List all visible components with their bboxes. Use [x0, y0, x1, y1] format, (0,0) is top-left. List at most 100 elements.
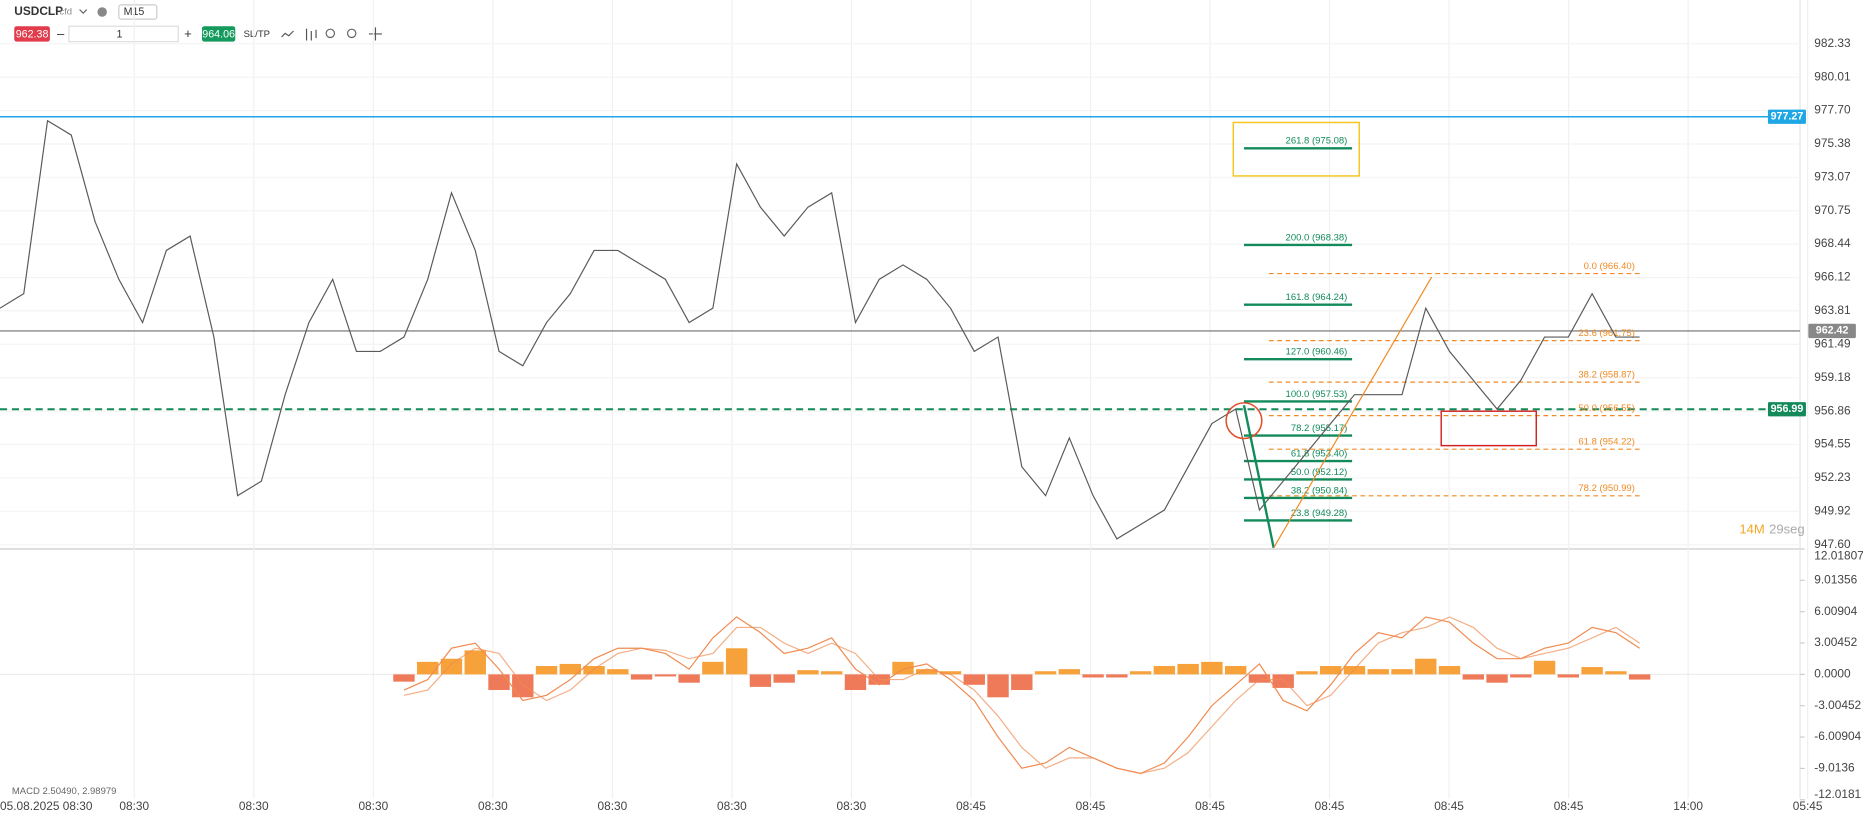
macd-bar	[987, 674, 1009, 698]
sltp-button[interactable]: SL/TP	[244, 29, 270, 40]
fib-label: 161.8 (964.24)	[1286, 292, 1348, 303]
x-tick-label: 08:45	[1315, 799, 1345, 813]
macd-bar	[1177, 663, 1199, 675]
macd-bar	[464, 650, 486, 675]
macd-bar	[1224, 666, 1247, 675]
plus[interactable]: +	[184, 26, 192, 41]
fib-label: 261.8 (975.08)	[1286, 136, 1348, 147]
macd-bar	[702, 661, 724, 675]
macd-bar	[512, 674, 534, 698]
macd-bar	[1011, 674, 1033, 691]
macd-bar	[1486, 674, 1508, 683]
price-tag	[1767, 402, 1806, 417]
x-tick-label: 08:30	[239, 799, 269, 813]
trend-line[interactable]	[1273, 276, 1433, 549]
y-tick-label: -9.0136	[1814, 761, 1855, 775]
macd-bar	[1082, 674, 1104, 678]
macd-bar	[797, 670, 819, 675]
macd-bar	[1106, 674, 1128, 678]
candle-icon[interactable]	[305, 28, 317, 41]
price-tag-label: 977.27	[1771, 111, 1804, 123]
macd-bar	[1343, 666, 1366, 675]
macd-bar	[939, 671, 962, 675]
dropdown-icon[interactable]	[79, 9, 88, 15]
price-tag	[1767, 109, 1806, 124]
buy-price[interactable]: 964.06	[202, 28, 235, 40]
buy-button[interactable]	[201, 26, 236, 42]
y-tick-label: 949.92	[1814, 503, 1850, 517]
macd-bar	[678, 674, 700, 683]
fib-label: 23.8 (949.28)	[1291, 508, 1348, 519]
y-tick-label: 9.01356	[1814, 572, 1857, 586]
timeframe-box[interactable]	[118, 4, 158, 20]
macd-bar	[963, 674, 985, 685]
y-tick-label: 963.81	[1814, 303, 1851, 317]
y-tick-label: -6.00904	[1814, 729, 1861, 743]
macd-bar	[1129, 671, 1152, 675]
x-tick-label: 08:45	[1554, 799, 1584, 813]
x-tick-label: 08:30	[717, 799, 747, 813]
macd-bar	[725, 648, 748, 675]
macd-bar	[1581, 667, 1603, 675]
crosshair-icon[interactable]	[368, 27, 382, 41]
price-line	[0, 119, 1640, 540]
y-tick-label: 952.23	[1814, 470, 1851, 484]
macd-bar	[1438, 666, 1461, 675]
macd-bar	[916, 669, 938, 675]
fib-label: 200.0 (968.38)	[1286, 232, 1348, 243]
y-tick-label: 973.07	[1814, 169, 1850, 183]
zoom-in-icon[interactable]	[346, 28, 357, 39]
macd-bar	[1153, 666, 1176, 675]
y-tick-label: 982.33	[1814, 36, 1851, 50]
macd-bar	[607, 669, 629, 675]
y-tick-label: 975.38	[1814, 136, 1851, 150]
fib-label: 38.2 (958.87)	[1578, 370, 1635, 381]
trend-line[interactable]	[1242, 405, 1275, 549]
instrument-kind: cfd	[59, 6, 72, 17]
highlight-box[interactable]	[1440, 410, 1537, 447]
x-tick-label: 08:30	[358, 799, 388, 813]
macd-bar	[773, 674, 795, 683]
fib-label: 0.0 (966.40)	[1584, 261, 1635, 272]
macd-bar	[821, 671, 843, 675]
macd-bar	[583, 666, 605, 675]
fib-label: 23.6 (961.75)	[1578, 328, 1635, 339]
symbol[interactable]: USDCLP	[14, 4, 63, 18]
info-icon[interactable]	[97, 7, 107, 17]
price-tag-label: 956.99	[1771, 403, 1804, 415]
macd-bar	[1272, 674, 1294, 688]
zoom-out-icon[interactable]	[325, 28, 336, 39]
fib-label: 127.0 (960.46)	[1286, 347, 1348, 358]
x-tick-label: 08:30	[119, 799, 149, 813]
x-tick-label: 05.08.2025 08:30	[0, 799, 93, 813]
x-tick-label: 14:00	[1673, 799, 1703, 813]
price-tag	[1808, 323, 1856, 339]
fib-label: 100.0 (957.53)	[1286, 389, 1348, 400]
macd-macd-line	[403, 616, 1640, 775]
y-tick-label: 6.00904	[1814, 604, 1857, 618]
x-tick-label: 08:30	[598, 799, 628, 813]
sell-button[interactable]	[14, 26, 50, 42]
macd-signal-line	[403, 616, 1640, 775]
highlight-circle[interactable]	[1225, 402, 1263, 440]
macd-bar	[654, 674, 677, 677]
line-icon[interactable]	[281, 30, 294, 38]
sell-price[interactable]: 962.38	[16, 28, 49, 40]
macd-bar	[488, 674, 510, 691]
indicator-label: MACD 2.50490, 2.98979	[12, 786, 117, 797]
macd-bar	[1391, 669, 1413, 675]
y-tick-label: 954.55	[1814, 437, 1851, 451]
x-tick-label: 08:45	[956, 799, 986, 813]
y-tick-label: -3.00452	[1814, 698, 1861, 712]
macd-bar	[1367, 669, 1389, 675]
minus[interactable]: –	[57, 26, 65, 41]
highlight-box[interactable]	[1232, 121, 1360, 177]
macd-bar	[1557, 674, 1580, 678]
macd-bar	[630, 674, 653, 680]
quantity[interactable]: 1	[116, 28, 122, 40]
x-tick-label: 08:45	[1076, 799, 1106, 813]
macd-bar	[1510, 674, 1532, 678]
quantity-input[interactable]	[68, 25, 179, 43]
